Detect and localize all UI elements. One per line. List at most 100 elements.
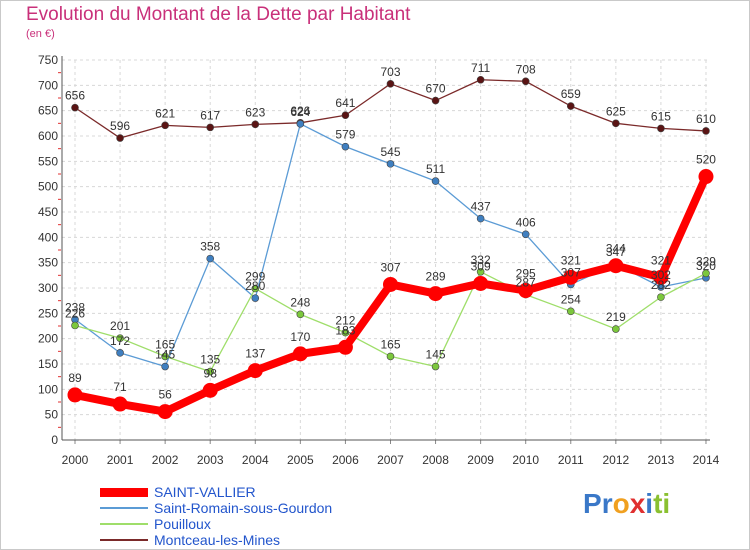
data-point — [431, 177, 440, 185]
data-point — [202, 382, 218, 398]
data-label: 347 — [606, 245, 626, 259]
legend-label: Pouilloux — [154, 516, 211, 532]
data-label: 172 — [110, 334, 130, 348]
data-label: 98 — [204, 366, 218, 380]
data-point — [292, 346, 308, 362]
data-point — [161, 352, 169, 361]
data-label: 145 — [426, 348, 446, 362]
data-label: 248 — [290, 295, 310, 309]
data-label: 219 — [606, 310, 626, 324]
data-point — [116, 349, 124, 357]
data-label: 282 — [651, 278, 671, 292]
data-point — [161, 121, 169, 130]
data-point — [386, 160, 395, 168]
data-label: 406 — [516, 215, 536, 229]
legend-swatch — [100, 523, 148, 525]
logo-letter: i — [662, 488, 671, 519]
data-label: 708 — [516, 62, 536, 76]
data-point — [341, 111, 350, 120]
data-label: 137 — [245, 347, 265, 361]
legend-swatch — [100, 487, 148, 497]
data-point — [518, 283, 534, 299]
data-point — [247, 363, 263, 379]
data-label: 659 — [561, 87, 581, 101]
data-point — [67, 387, 83, 403]
data-point — [612, 325, 620, 333]
data-label: 329 — [696, 254, 716, 268]
data-label: 344 — [606, 242, 626, 256]
data-point — [521, 230, 530, 239]
data-label: 656 — [65, 89, 85, 103]
data-label: 135 — [200, 353, 220, 367]
data-label: 511 — [426, 162, 445, 176]
data-label: 624 — [290, 105, 310, 119]
x-tick-label: 2002 — [152, 453, 179, 467]
data-point — [296, 310, 305, 319]
y-tick-label: 750 — [38, 53, 58, 67]
x-tick-label: 2006 — [332, 453, 359, 467]
x-tick-label: 2009 — [467, 453, 494, 467]
x-tick-label: 2014 — [693, 453, 720, 467]
data-point — [116, 134, 124, 142]
data-label: 321 — [561, 253, 581, 267]
data-point — [473, 275, 489, 291]
x-tick-label: 2001 — [107, 453, 134, 467]
data-point — [431, 362, 440, 371]
data-point — [702, 269, 710, 278]
data-label: 302 — [651, 268, 671, 282]
data-point — [341, 328, 350, 337]
data-label: 617 — [200, 108, 220, 122]
x-tick-label: 2003 — [197, 453, 224, 467]
data-label: 165 — [380, 337, 400, 351]
y-tick-label: 500 — [38, 180, 58, 194]
data-label: 71 — [113, 380, 127, 394]
logo-letter: t — [653, 488, 663, 519]
y-tick-label: 50 — [45, 408, 59, 422]
data-point — [251, 294, 260, 302]
legend-swatch — [100, 539, 148, 541]
data-label: 287 — [516, 276, 536, 290]
x-tick-label: 2005 — [287, 453, 314, 467]
data-label: 641 — [335, 96, 355, 110]
x-tick-label: 2010 — [512, 453, 539, 467]
data-label: 332 — [471, 253, 491, 267]
data-label: 309 — [471, 259, 491, 273]
logo-letter: x — [629, 488, 646, 519]
y-tick-label: 600 — [38, 129, 58, 143]
data-point — [206, 367, 215, 376]
data-point — [157, 404, 173, 420]
data-label: 170 — [290, 330, 310, 344]
data-label: 626 — [290, 104, 310, 118]
data-label: 280 — [245, 279, 265, 293]
data-label: 610 — [696, 112, 716, 126]
data-label: 89 — [68, 371, 82, 385]
legend-swatch — [100, 507, 148, 509]
x-tick-label: 2013 — [648, 453, 675, 467]
data-point — [476, 75, 485, 84]
data-point — [702, 127, 710, 135]
data-label: 711 — [471, 61, 490, 75]
data-point — [206, 123, 215, 132]
y-tick-label: 450 — [38, 205, 58, 219]
data-label: 238 — [65, 300, 85, 314]
data-point — [657, 293, 665, 301]
data-label: 295 — [516, 267, 536, 281]
y-tick-label: 200 — [38, 332, 58, 346]
data-label: 625 — [606, 104, 626, 118]
x-tick-label: 2007 — [377, 453, 404, 467]
logo-letter: P — [583, 488, 602, 519]
data-label: 307 — [561, 265, 581, 279]
legend-label: Saint-Romain-sous-Gourdon — [154, 500, 333, 516]
data-label: 579 — [335, 128, 355, 142]
data-label: 670 — [426, 82, 446, 96]
data-point — [337, 339, 353, 355]
logo-letter: o — [612, 488, 630, 519]
data-point — [653, 269, 669, 285]
data-label: 183 — [335, 323, 355, 337]
y-tick-label: 350 — [38, 256, 58, 270]
data-label: 212 — [335, 314, 355, 328]
data-point — [476, 267, 485, 276]
y-tick-label: 400 — [38, 230, 58, 244]
data-label: 596 — [110, 119, 130, 133]
